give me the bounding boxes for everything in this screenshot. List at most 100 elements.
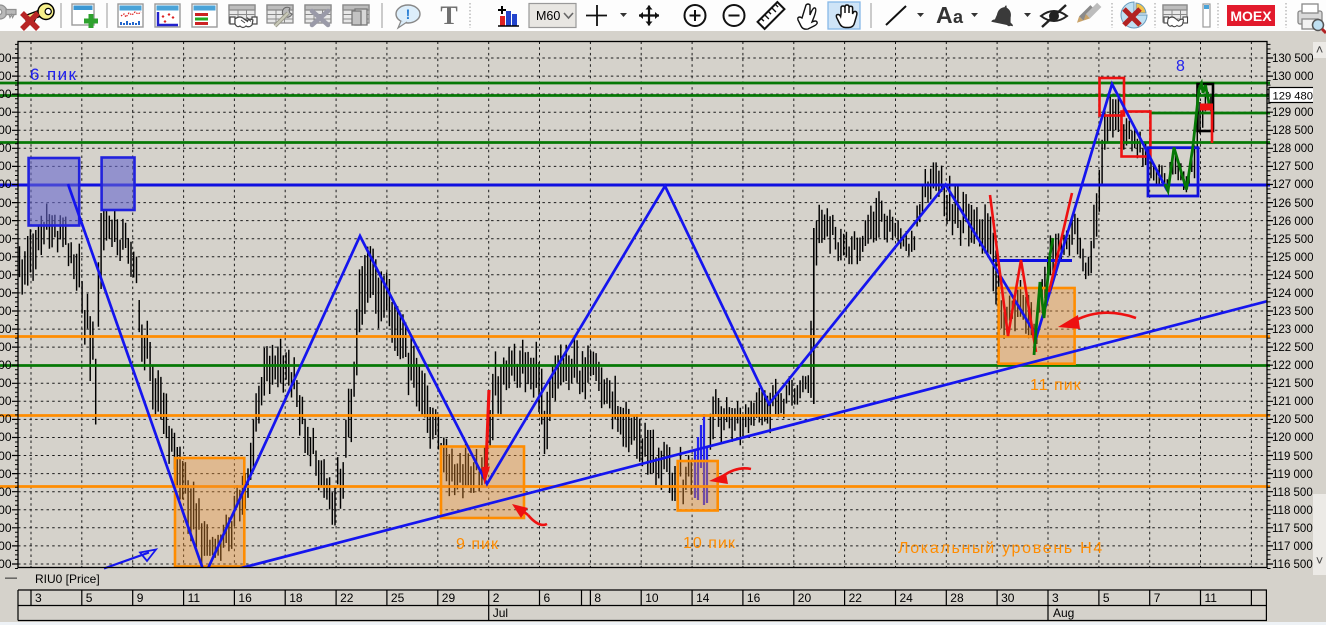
svg-text:00: 00 xyxy=(0,232,12,246)
svg-text:24: 24 xyxy=(900,591,914,605)
svg-text:5: 5 xyxy=(1103,591,1110,605)
svg-text:122 000: 122 000 xyxy=(1272,360,1314,372)
svg-text:˅: ˅ xyxy=(1316,553,1324,568)
svg-text:121 000: 121 000 xyxy=(1272,396,1314,408)
svg-text:9: 9 xyxy=(137,591,144,605)
svg-text:a: a xyxy=(953,7,964,27)
svg-text:00: 00 xyxy=(0,394,12,408)
svg-text:125 000: 125 000 xyxy=(1272,252,1314,264)
svg-text:00: 00 xyxy=(0,503,12,517)
svg-text:00: 00 xyxy=(0,51,12,65)
svg-text:00: 00 xyxy=(0,196,12,210)
svg-text:117 000: 117 000 xyxy=(1272,541,1313,553)
svg-text:123 000: 123 000 xyxy=(1272,324,1314,336)
svg-text:16: 16 xyxy=(238,591,252,605)
svg-text:T: T xyxy=(440,1,457,30)
svg-text:00: 00 xyxy=(0,177,12,191)
svg-text:00: 00 xyxy=(0,412,12,426)
svg-text:120 000: 120 000 xyxy=(1272,432,1314,444)
svg-text:00: 00 xyxy=(0,557,12,571)
svg-text:00: 00 xyxy=(0,69,12,83)
svg-text:00: 00 xyxy=(0,340,12,354)
svg-text:00: 00 xyxy=(0,123,12,137)
svg-text:10: 10 xyxy=(645,591,659,605)
svg-text:127 000: 127 000 xyxy=(1272,179,1314,191)
svg-text:11: 11 xyxy=(1205,591,1218,605)
svg-text:122 500: 122 500 xyxy=(1272,342,1314,354)
svg-text:6: 6 xyxy=(544,591,551,605)
svg-text:9 пик: 9 пик xyxy=(456,536,499,553)
svg-text:129 480: 129 480 xyxy=(1273,91,1313,103)
svg-text:00: 00 xyxy=(0,376,12,390)
svg-text:00: 00 xyxy=(0,87,12,101)
svg-text:128 000: 128 000 xyxy=(1272,143,1314,155)
svg-text:123 500: 123 500 xyxy=(1272,306,1314,318)
svg-text:00: 00 xyxy=(0,467,12,481)
svg-text:29: 29 xyxy=(442,591,456,605)
svg-text:128 500: 128 500 xyxy=(1272,125,1314,137)
svg-text:129 000: 129 000 xyxy=(1272,107,1314,119)
svg-text:Jul: Jul xyxy=(493,606,508,620)
svg-text:A: A xyxy=(936,2,953,28)
svg-text:124 500: 124 500 xyxy=(1272,270,1314,282)
svg-text:00: 00 xyxy=(0,141,12,155)
svg-text:30: 30 xyxy=(1001,591,1015,605)
svg-text:16: 16 xyxy=(747,591,761,605)
svg-text:˄: ˄ xyxy=(1316,42,1324,57)
svg-text:MOEX: MOEX xyxy=(1230,8,1272,24)
svg-text:126 000: 126 000 xyxy=(1272,216,1314,228)
svg-text:124 000: 124 000 xyxy=(1272,288,1314,300)
svg-text:00: 00 xyxy=(0,485,12,499)
svg-text:130 500: 130 500 xyxy=(1272,53,1314,65)
svg-text:18: 18 xyxy=(289,591,303,605)
svg-text:25: 25 xyxy=(391,591,405,605)
svg-text:3: 3 xyxy=(35,591,42,605)
svg-text:120 500: 120 500 xyxy=(1272,414,1314,426)
svg-text:8: 8 xyxy=(594,591,601,605)
svg-text:121 500: 121 500 xyxy=(1272,378,1314,390)
svg-text:00: 00 xyxy=(0,358,12,372)
svg-text:00: 00 xyxy=(0,449,12,463)
svg-text:14: 14 xyxy=(696,591,710,605)
svg-text:7: 7 xyxy=(1154,591,1161,605)
svg-text:8: 8 xyxy=(1176,58,1185,75)
svg-text:10 пик: 10 пик xyxy=(683,535,736,552)
svg-text:00: 00 xyxy=(0,159,12,173)
svg-text:M60: M60 xyxy=(536,9,560,23)
svg-text:—: — xyxy=(5,570,17,584)
svg-text:125 500: 125 500 xyxy=(1272,234,1314,246)
svg-text:22: 22 xyxy=(849,591,863,605)
svg-text:20: 20 xyxy=(798,591,812,605)
svg-text:2: 2 xyxy=(493,591,500,605)
svg-text:126 500: 126 500 xyxy=(1272,198,1314,210)
svg-text:!: ! xyxy=(406,6,411,22)
svg-text:119 500: 119 500 xyxy=(1272,451,1313,463)
svg-text:00: 00 xyxy=(0,214,12,228)
svg-text:118 500: 118 500 xyxy=(1272,487,1313,499)
svg-text:00: 00 xyxy=(0,286,12,300)
svg-text:00: 00 xyxy=(0,430,12,444)
svg-text:116 500: 116 500 xyxy=(1272,559,1313,571)
svg-text:127 500: 127 500 xyxy=(1272,161,1314,173)
svg-text:00: 00 xyxy=(0,521,12,535)
svg-text:00: 00 xyxy=(0,304,12,318)
svg-text:00: 00 xyxy=(0,539,12,553)
svg-text:130 000: 130 000 xyxy=(1272,71,1314,83)
svg-text:RIU0 [Price]: RIU0 [Price] xyxy=(35,572,100,586)
svg-text:117 500: 117 500 xyxy=(1272,523,1313,535)
svg-text:28: 28 xyxy=(950,591,964,605)
svg-text:11 пик: 11 пик xyxy=(1030,377,1082,394)
svg-text:22: 22 xyxy=(340,591,354,605)
svg-text:5: 5 xyxy=(86,591,93,605)
svg-text:00: 00 xyxy=(0,268,12,282)
svg-text:00: 00 xyxy=(0,322,12,336)
svg-text:Aug: Aug xyxy=(1053,606,1074,620)
svg-text:00: 00 xyxy=(0,250,12,264)
svg-text:11: 11 xyxy=(188,591,201,605)
svg-text:Локальный уровень Н4: Локальный уровень Н4 xyxy=(898,540,1104,557)
svg-text:118 000: 118 000 xyxy=(1272,505,1313,517)
svg-text:00: 00 xyxy=(0,105,12,119)
svg-text:6 пик: 6 пик xyxy=(30,65,77,84)
svg-text:119 000: 119 000 xyxy=(1272,469,1313,481)
svg-text:3: 3 xyxy=(1052,591,1059,605)
